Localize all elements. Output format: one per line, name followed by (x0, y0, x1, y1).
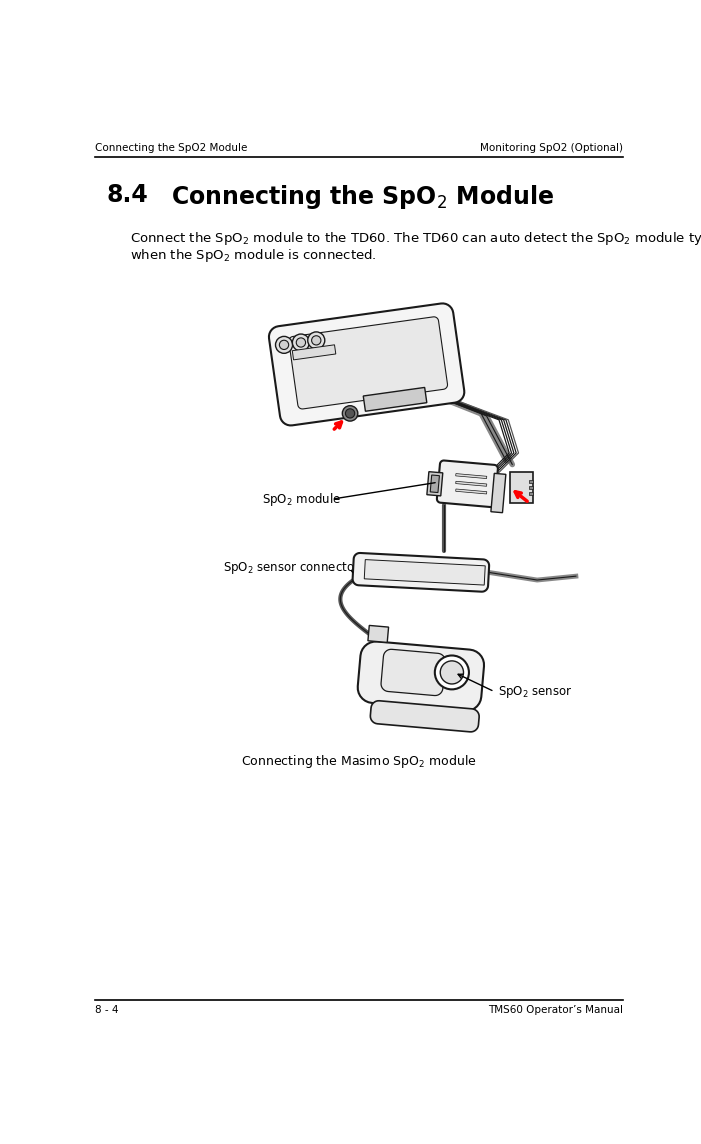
Text: Monitoring SpO2 (Optional): Monitoring SpO2 (Optional) (480, 143, 623, 153)
Polygon shape (437, 461, 498, 507)
Circle shape (292, 334, 309, 351)
Circle shape (440, 661, 463, 684)
Text: 8.4: 8.4 (107, 183, 149, 207)
Polygon shape (456, 488, 486, 494)
Text: SpO$_2$ sensor: SpO$_2$ sensor (498, 684, 573, 700)
Circle shape (308, 332, 325, 349)
Polygon shape (368, 626, 388, 643)
Circle shape (275, 336, 292, 353)
Text: TMS60 Operator’s Manual: TMS60 Operator’s Manual (488, 1004, 623, 1015)
Text: Connecting the Masimo SpO$_2$ module: Connecting the Masimo SpO$_2$ module (241, 753, 477, 770)
Polygon shape (529, 480, 533, 483)
Text: SpO$_2$ sensor connector: SpO$_2$ sensor connector (223, 561, 360, 577)
Polygon shape (427, 471, 443, 495)
Polygon shape (430, 475, 440, 493)
Circle shape (435, 656, 469, 690)
Polygon shape (358, 642, 484, 710)
Text: when the SpO$_2$ module is connected.: when the SpO$_2$ module is connected. (130, 247, 377, 264)
Polygon shape (510, 472, 533, 503)
Text: Connecting the SpO$_2$ Module: Connecting the SpO$_2$ Module (171, 183, 554, 212)
Polygon shape (292, 344, 336, 360)
Circle shape (346, 408, 355, 418)
Polygon shape (381, 650, 445, 696)
Polygon shape (491, 474, 506, 513)
Text: Connecting the SpO2 Module: Connecting the SpO2 Module (95, 143, 247, 153)
Polygon shape (529, 492, 533, 495)
Polygon shape (365, 559, 485, 585)
Polygon shape (456, 474, 486, 478)
Polygon shape (370, 701, 479, 732)
Text: Connect the SpO$_2$ module to the TD60. The TD60 can auto detect the SpO$_2$ mod: Connect the SpO$_2$ module to the TD60. … (130, 230, 701, 247)
Polygon shape (289, 317, 447, 408)
Polygon shape (456, 482, 486, 486)
Circle shape (297, 337, 306, 347)
Circle shape (312, 335, 321, 345)
Circle shape (342, 406, 358, 421)
Polygon shape (363, 388, 427, 411)
Text: 8 - 4: 8 - 4 (95, 1004, 119, 1015)
Polygon shape (529, 486, 533, 490)
Polygon shape (353, 553, 489, 591)
Text: SpO$_2$ module: SpO$_2$ module (262, 491, 341, 508)
Polygon shape (269, 303, 464, 426)
Circle shape (280, 340, 289, 349)
